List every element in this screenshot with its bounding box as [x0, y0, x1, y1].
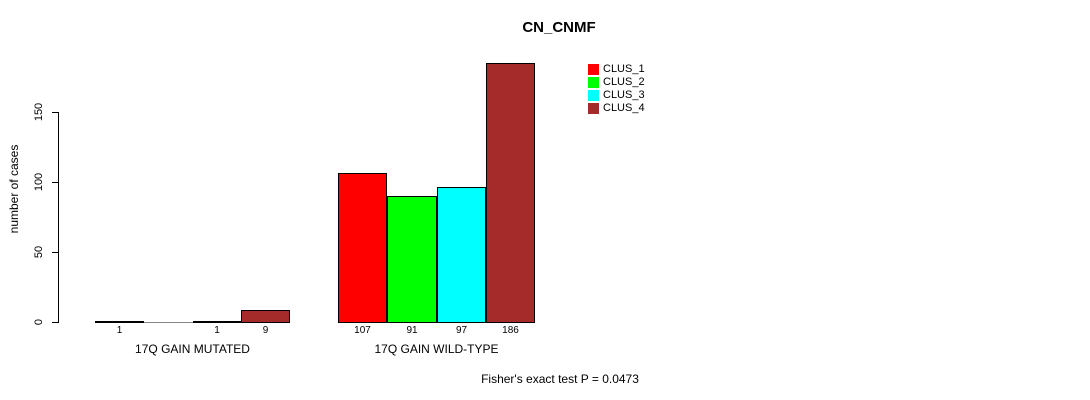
legend-item-clus-4: CLUS_4 [588, 102, 645, 115]
legend-color-swatch [588, 64, 599, 75]
bar-clus-4-17q-gain-wild-type [486, 63, 535, 323]
y-axis-tick-label-text: 150 [33, 102, 45, 122]
bar-value-label: 186 [502, 325, 519, 336]
bar-clus-3-17q-gain-mutated [193, 321, 241, 323]
bar-value-label: 91 [406, 325, 418, 336]
legend-color-swatch [588, 90, 599, 101]
legend-item-clus-3: CLUS_3 [588, 89, 645, 102]
chart-title: CN_CNMF [522, 19, 596, 36]
y-axis-tick-label-text: 50 [33, 245, 45, 259]
y-axis-line [58, 112, 59, 323]
bar-clus-2-17q-gain-mutated [144, 322, 193, 323]
legend-label: CLUS_2 [603, 76, 645, 88]
legend-item-clus-1: CLUS_1 [588, 63, 645, 76]
bar-clus-2-17q-gain-wild-type [387, 196, 437, 323]
bar-clus-1-17q-gain-wild-type [338, 173, 387, 323]
bar-clus-4-17q-gain-mutated [241, 310, 290, 323]
bar-value-label: 1 [116, 325, 123, 336]
y-axis-tick [52, 112, 58, 113]
bar-value-label: 9 [262, 325, 269, 336]
legend-color-swatch [588, 77, 599, 88]
x-axis-group-label-17q-gain-wild-type: 17Q GAIN WILD-TYPE [374, 342, 499, 356]
y-axis-tick [52, 322, 58, 323]
bar-clus-3-17q-gain-wild-type [437, 187, 486, 323]
legend: CLUS_1 CLUS_2 CLUS_3 CLUS_4 [588, 63, 645, 115]
legend-label: CLUS_3 [603, 89, 645, 101]
bar-value-label: 97 [455, 325, 468, 336]
stat-test-caption: Fisher's exact test P = 0.0473 [481, 372, 639, 386]
y-axis-tick-label-text: 100 [33, 172, 45, 192]
legend-label: CLUS_4 [603, 102, 645, 114]
legend-label: CLUS_1 [603, 63, 645, 75]
y-axis-tick [52, 182, 58, 183]
legend-item-clus-2: CLUS_2 [588, 76, 645, 89]
bar-value-label: 1 [214, 325, 220, 336]
legend-color-swatch [588, 103, 599, 114]
bar-clus-1-17q-gain-mutated [95, 321, 144, 323]
x-axis-group-label-17q-gain-mutated: 17Q GAIN MUTATED [135, 342, 250, 356]
y-axis-title-text: number of cases [7, 144, 21, 234]
y-axis-tick [52, 252, 58, 253]
bar-value-label: 107 [354, 325, 371, 336]
y-axis-tick-label-text: 0 [33, 318, 45, 326]
